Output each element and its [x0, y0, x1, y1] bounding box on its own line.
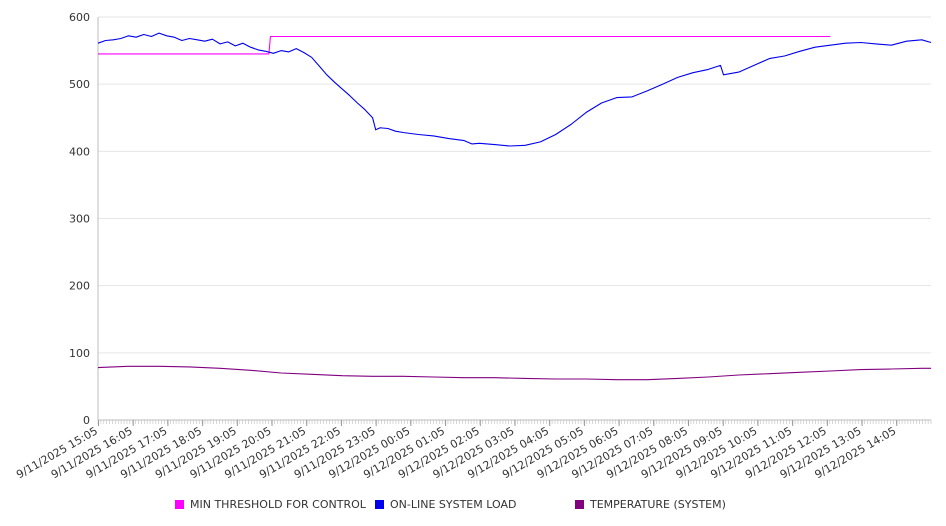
y-tick-label: 200: [69, 280, 90, 293]
legend-label-temperature: TEMPERATURE (SYSTEM): [590, 498, 726, 511]
y-tick-label: 400: [69, 145, 90, 158]
grid-lines: [98, 16, 931, 421]
legend-item-threshold: MIN THRESHOLD FOR CONTROL: [175, 498, 366, 511]
series-line-2: [97, 365, 931, 381]
y-tick-label: 500: [69, 78, 90, 91]
legend-item-system-load: ON-LINE SYSTEM LOAD: [375, 498, 516, 511]
series-line-0: [98, 35, 831, 55]
legend-label-threshold: MIN THRESHOLD FOR CONTROL: [190, 498, 366, 511]
series-line-1: [97, 32, 932, 147]
legend-swatch-system-load: [375, 500, 384, 509]
y-tick-label: 0: [83, 414, 90, 427]
legend-swatch-temperature: [575, 500, 584, 509]
line-chart: 0 100 200 300 400 500 600 9/11/2025 15:059/11/…: [14, 11, 932, 481]
series-lines: [97, 32, 932, 381]
x-axis-ticks: 9/11/2025 15:059/11/2025 16:059/11/2025 …: [14, 424, 898, 481]
legend-label-system-load: ON-LINE SYSTEM LOAD: [390, 498, 517, 511]
legend-swatch-threshold: [175, 500, 184, 509]
legend: MIN THRESHOLD FOR CONTROL ON-LINE SYSTEM…: [0, 498, 946, 514]
y-tick-label: 100: [69, 347, 90, 360]
y-tick-label: 600: [69, 11, 90, 24]
axes: [97, 17, 932, 426]
y-tick-label: 300: [69, 213, 90, 226]
y-axis-ticks: 0 100 200 300 400 500 600: [69, 11, 90, 427]
legend-item-temperature: TEMPERATURE (SYSTEM): [575, 498, 726, 511]
